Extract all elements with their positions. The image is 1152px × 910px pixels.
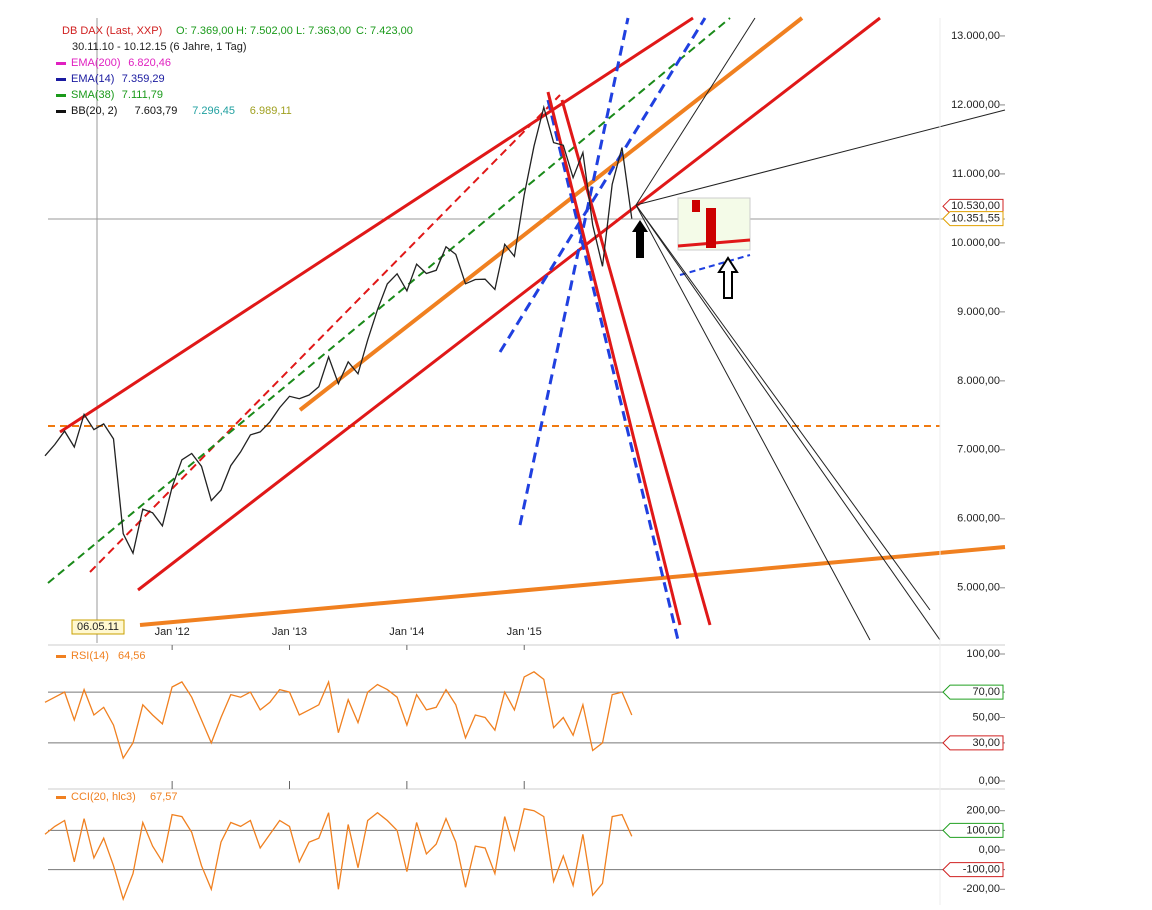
legend-value: 6.989,11 — [250, 105, 292, 117]
x-tick-label: Jan '14 — [389, 626, 424, 638]
indicator-value: 64,56 — [118, 650, 146, 662]
y-tick-label: 0,00 — [979, 844, 1000, 856]
ohlc-value: C: 7.423,00 — [356, 25, 413, 37]
indicator-name: CCI(20, hlc3) — [71, 791, 136, 803]
legend-name: BB(20, 2) — [71, 105, 117, 117]
legend-value: 6.820,46 — [128, 57, 171, 69]
y-tick-label: 13.000,00 — [951, 30, 1000, 42]
legend-name: EMA(200) — [71, 57, 121, 69]
price-line — [44, 808, 633, 902]
marker-label: 10.351,55 — [951, 213, 1000, 225]
x-tick-label: Jan '13 — [272, 626, 307, 638]
indicator-value: 67,57 — [150, 791, 178, 803]
y-tick-label: -200,00 — [963, 883, 1000, 895]
legend-swatch — [56, 110, 66, 113]
ohlc-value: H: 7.502,00 — [236, 25, 293, 37]
legend-value: 7.111,79 — [122, 89, 163, 101]
cursor-date: 06.05.11 — [77, 621, 119, 633]
y-tick-label: 8.000,00 — [957, 375, 1000, 387]
y-tick-label: 6.000,00 — [957, 513, 1000, 525]
marker-box — [942, 822, 1004, 838]
x-tick-label: Jan '12 — [155, 626, 190, 638]
marker-label: -100,00 — [963, 864, 1000, 876]
price-line — [44, 671, 633, 760]
x-tick-label: Jan '15 — [507, 626, 542, 638]
cursor-date-box — [71, 619, 125, 635]
y-tick-label: 12.000,00 — [951, 99, 1000, 111]
y-tick-label: 9.000,00 — [957, 306, 1000, 318]
marker-label: 70,00 — [972, 686, 1000, 698]
marker-label: 10.530,00 — [951, 200, 1000, 212]
date-range: 30.11.10 - 10.12.15 (6 Jahre, 1 Tag) — [72, 41, 247, 53]
marker-label: 30,00 — [972, 737, 1000, 749]
legend-value: 7.296,45 — [192, 105, 235, 117]
legend-value: 7.603,79 — [135, 105, 178, 117]
legend-swatch — [56, 655, 66, 658]
y-tick-label: 11.000,00 — [952, 168, 1000, 180]
y-tick-label: 100,00 — [966, 648, 1000, 660]
legend-value: 7.359,29 — [122, 73, 165, 85]
marker-box — [942, 211, 1004, 227]
y-tick-label: 0,00 — [979, 775, 1000, 787]
legend-swatch — [56, 796, 66, 799]
y-tick-label: 5.000,00 — [957, 582, 1000, 594]
legend-name: EMA(14) — [71, 73, 114, 85]
instrument-title[interactable]: DB DAX (Last, XXP) — [62, 25, 162, 37]
drawing-tools — [47, 16, 1006, 905]
marker-box — [942, 735, 1004, 751]
indicator-name: RSI(14) — [71, 650, 109, 662]
marker-box — [942, 862, 1004, 878]
marker-label: 100,00 — [966, 824, 1000, 836]
legend-swatch — [56, 78, 66, 81]
legend-swatch — [56, 62, 66, 65]
y-tick-label: 50,00 — [972, 711, 1000, 723]
legend-name: SMA(38) — [71, 89, 114, 101]
marker-box — [942, 684, 1004, 700]
legend-swatch — [56, 94, 66, 97]
y-tick-label: 7.000,00 — [957, 444, 1000, 456]
price-line — [44, 104, 633, 556]
ohlc-value: L: 7.363,00 — [296, 25, 351, 37]
y-tick-label: 200,00 — [966, 805, 1000, 817]
y-tick-label: 10.000,00 — [951, 237, 1000, 249]
ohlc-value: O: 7.369,00 — [176, 25, 234, 37]
